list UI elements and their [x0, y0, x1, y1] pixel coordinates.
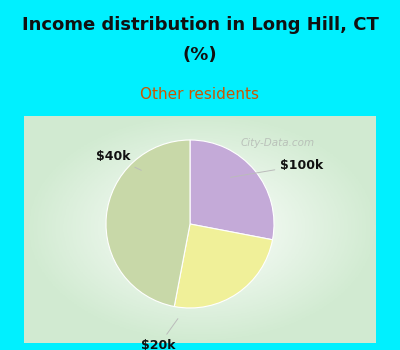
- Wedge shape: [106, 140, 190, 307]
- Text: (%): (%): [183, 47, 217, 64]
- Text: $20k: $20k: [141, 318, 178, 350]
- Wedge shape: [174, 224, 272, 308]
- Text: City-Data.com: City-Data.com: [240, 138, 314, 148]
- Text: Other residents: Other residents: [140, 87, 260, 102]
- Text: Income distribution in Long Hill, CT: Income distribution in Long Hill, CT: [22, 16, 378, 34]
- Text: $40k: $40k: [96, 150, 141, 170]
- Text: $100k: $100k: [230, 159, 324, 177]
- Wedge shape: [190, 140, 274, 240]
